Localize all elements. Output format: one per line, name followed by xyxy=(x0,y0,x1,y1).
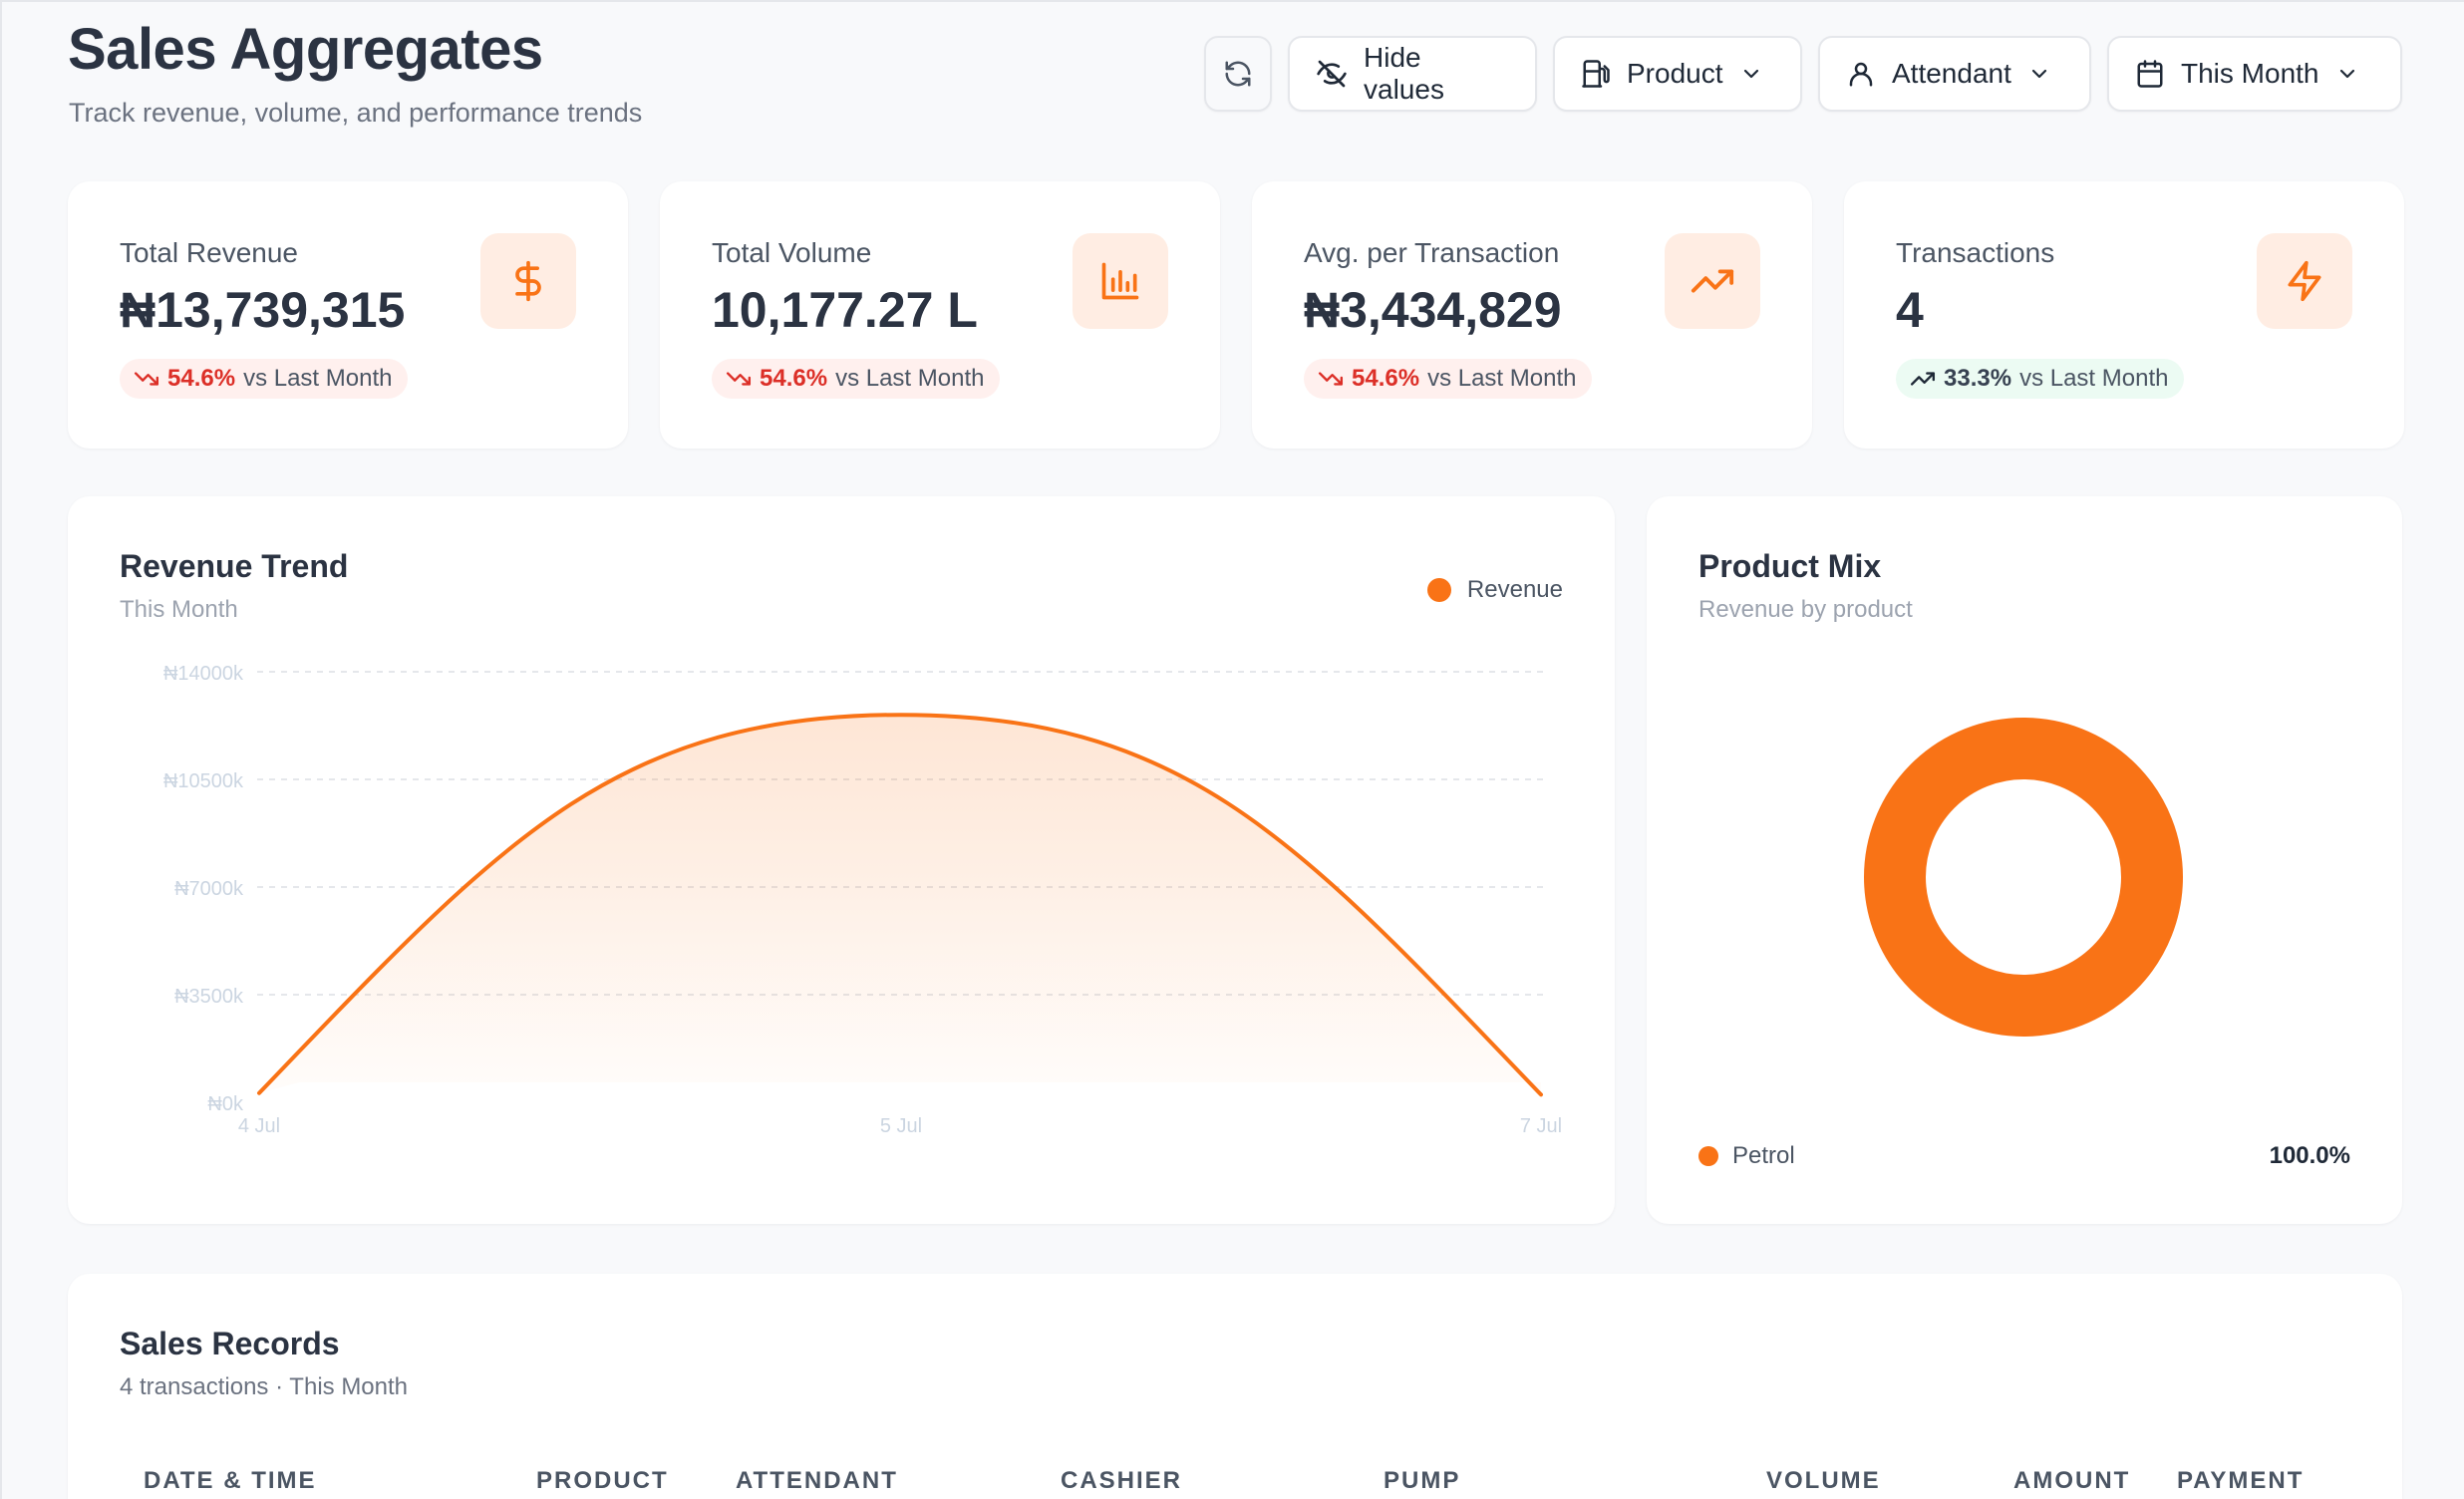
attendant-filter-label: Attendant xyxy=(1892,58,2011,89)
legend-swatch xyxy=(1426,578,1451,602)
delta-compare: vs Last Month xyxy=(835,365,985,392)
column-header-payment[interactable]: PAYMENT xyxy=(2177,1467,2305,1494)
stat-value: 10,177.27 L xyxy=(712,282,978,338)
stat-card-transactions: Transactions 4 33.3% vs Last Month xyxy=(1844,181,2404,449)
trend-badge: 54.6% vs Last Month xyxy=(1304,359,1593,399)
stat-card-total-revenue: Total Revenue ₦13,739,315 54.6% vs Last … xyxy=(68,181,628,449)
column-header-date-time[interactable]: DATE & TIME xyxy=(144,1467,317,1494)
period-filter-dropdown[interactable]: This Month xyxy=(2107,36,2402,112)
user-icon xyxy=(1849,62,1873,87)
product-filter-label: Product xyxy=(1627,58,1723,89)
x-tick-label: 5 Jul xyxy=(880,1115,922,1137)
product-mix-donut xyxy=(1864,718,2183,1037)
column-header-volume[interactable]: VOLUME xyxy=(1766,1467,1881,1494)
chevron-down-icon xyxy=(1743,69,1758,79)
product-filter-dropdown[interactable]: Product xyxy=(1553,36,1802,112)
donut-slice-petrol[interactable] xyxy=(1864,718,2183,1037)
stat-value: ₦3,434,829 xyxy=(1304,282,1562,338)
sales-records-subtitle: 4 transactions · This Month xyxy=(120,1373,409,1400)
legend-label: Revenue xyxy=(1466,576,1563,603)
stat-label: Avg. per Transaction xyxy=(1304,237,1560,268)
delta-compare: vs Last Month xyxy=(2019,365,2169,392)
lightning-icon xyxy=(2257,233,2352,329)
revenue-trend-title: Revenue Trend xyxy=(120,548,349,584)
delta-percent: 33.3% xyxy=(1944,365,2012,392)
trend-badge: 54.6% vs Last Month xyxy=(712,359,1001,399)
column-header-pump[interactable]: PUMP xyxy=(1384,1467,1461,1494)
y-tick-label: ₦0k xyxy=(207,1093,244,1115)
column-header-product[interactable]: PRODUCT xyxy=(536,1467,669,1494)
product-mix-title: Product Mix xyxy=(1698,548,1882,584)
trend-badge: 54.6% vs Last Month xyxy=(120,359,409,399)
legend-label: Petrol xyxy=(1732,1142,1795,1169)
refresh-button[interactable] xyxy=(1204,36,1272,112)
revenue-trend-subtitle: This Month xyxy=(120,596,238,623)
dollar-icon xyxy=(480,233,576,329)
hide-values-label: Hide values xyxy=(1364,42,1444,105)
revenue-area xyxy=(259,715,1541,1095)
attendant-filter-dropdown[interactable]: Attendant xyxy=(1818,36,2091,112)
trending-up-icon xyxy=(1665,233,1760,329)
delta-compare: vs Last Month xyxy=(243,365,393,392)
y-tick-label: ₦14000k xyxy=(163,663,244,685)
stat-label: Transactions xyxy=(1896,237,2055,268)
bar-chart-icon xyxy=(1073,233,1168,329)
sales-records-title: Sales Records xyxy=(120,1326,340,1361)
stat-value: 4 xyxy=(1896,282,1924,338)
delta-percent: 54.6% xyxy=(760,365,828,392)
stat-value: ₦13,739,315 xyxy=(120,282,406,338)
stat-card-total-volume: Total Volume 10,177.27 L 54.6% vs Last M… xyxy=(660,181,1220,449)
delta-percent: 54.6% xyxy=(167,365,236,392)
stat-label: Total Volume xyxy=(712,237,872,268)
column-header-amount[interactable]: AMOUNT xyxy=(2013,1467,2131,1494)
product-mix-legend: Petrol 100.0% xyxy=(1698,1142,2350,1170)
column-header-cashier[interactable]: CASHIER xyxy=(1061,1467,1183,1494)
trending-down-icon xyxy=(1318,372,1344,386)
trending-up-icon xyxy=(1910,372,1936,386)
revenue-trend-card: ₦0k ₦3500k ₦7000k ₦10500k ₦14000k 4 Jul 5 Jul… xyxy=(68,496,1615,1224)
product-mix-subtitle: Revenue by product xyxy=(1698,596,1913,623)
chevron-down-icon xyxy=(2031,69,2046,79)
sales-records-card: Sales Records 4 transactions · This Mont… xyxy=(68,1274,2402,1499)
fuel-pump-icon xyxy=(1582,60,1610,88)
legend-swatch xyxy=(1698,1146,1718,1166)
column-header-attendant[interactable]: ATTENDANT xyxy=(736,1467,898,1494)
refresh-icon xyxy=(1225,61,1251,87)
trending-down-icon xyxy=(726,372,752,386)
delta-compare: vs Last Month xyxy=(1427,365,1577,392)
page-title: Sales Aggregates xyxy=(68,17,543,82)
y-tick-label: ₦7000k xyxy=(174,878,244,900)
page-subtitle: Track revenue, volume, and performance t… xyxy=(69,98,643,128)
legend-item: Petrol xyxy=(1698,1142,1795,1170)
product-mix-card: Product Mix Revenue by product Petrol 10… xyxy=(1647,496,2402,1224)
eye-off-icon xyxy=(1317,60,1347,88)
x-tick-label: 4 Jul xyxy=(238,1115,280,1137)
x-tick-label: 7 Jul xyxy=(1520,1115,1562,1137)
stat-card-avg-transaction: Avg. per Transaction ₦3,434,829 54.6% vs… xyxy=(1252,181,1812,449)
hide-values-button[interactable]: Hide values xyxy=(1288,36,1537,112)
trending-down-icon xyxy=(134,372,159,386)
stat-label: Total Revenue xyxy=(120,237,299,268)
chart-legend: Revenue xyxy=(1426,576,1563,604)
y-tick-label: ₦3500k xyxy=(174,986,244,1008)
delta-percent: 54.6% xyxy=(1352,365,1420,392)
revenue-trend-chart: ₦0k ₦3500k ₦7000k ₦10500k ₦14000k 4 Jul 5 Jul… xyxy=(163,663,1562,1137)
y-tick-label: ₦10500k xyxy=(163,770,244,792)
calendar-icon xyxy=(2137,60,2163,88)
chevron-down-icon xyxy=(2339,69,2354,79)
legend-percent: 100.0% xyxy=(2269,1142,2350,1169)
trend-badge: 33.3% vs Last Month xyxy=(1896,359,2185,399)
period-filter-label: This Month xyxy=(2181,58,2319,89)
